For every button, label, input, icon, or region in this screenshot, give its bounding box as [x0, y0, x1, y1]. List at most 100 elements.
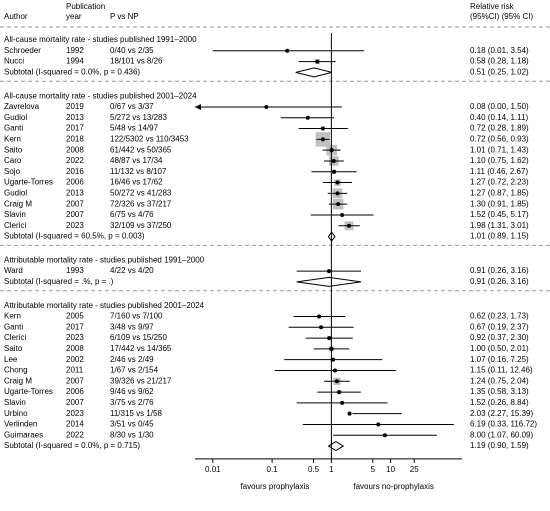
study-events: 17/442 vs 14/365	[110, 344, 172, 353]
point-estimate	[264, 104, 269, 109]
subtotal-label: Subtotal (I-squared = 0.0%, p = 0.715)	[4, 441, 140, 450]
study-effect: 1.30 (0.91, 1.85)	[470, 199, 529, 208]
header-effect: Relative risk	[470, 2, 515, 11]
point-estimate	[340, 400, 345, 405]
subtotal-effect: 0.91 (0.26, 3.16)	[470, 277, 529, 286]
subtotal-diamond	[295, 67, 333, 78]
study-effect: 1.27 (0.87, 1.85)	[470, 188, 529, 197]
study-effect: 8.00 (1.07, 60.09)	[470, 430, 533, 439]
study-author: Kern	[4, 134, 21, 143]
study-author: Slavin	[4, 210, 26, 219]
study-author: Guimaraes	[4, 430, 43, 439]
study-effect: 0.91 (0.26, 3.16)	[470, 266, 529, 275]
study-events: 11/315 vs 1/58	[110, 409, 162, 418]
study-author: Sojo	[4, 167, 21, 176]
study-author: Verlinden	[4, 420, 37, 429]
study-effect: 0.40 (0.14, 1.11)	[470, 113, 528, 122]
study-author: Lee	[4, 355, 18, 364]
point-estimate	[336, 202, 341, 207]
x-tick-label: 25	[410, 465, 419, 474]
study-effect: 1.52 (0.45, 5.17)	[470, 210, 529, 219]
point-estimate	[347, 411, 352, 416]
study-effect: 0.18 (0.01, 3.54)	[470, 46, 529, 55]
header-effect: (95%CI) (95% CI)	[470, 12, 533, 21]
group-title: Attributable mortality rate - studies pu…	[4, 301, 205, 310]
point-estimate	[331, 357, 336, 362]
study-events: 11/132 vs 8/107	[110, 167, 167, 176]
study-author: Nucci	[4, 57, 24, 66]
study-author: Ugarte-Torres	[4, 178, 53, 187]
study-author: Gudiol	[4, 188, 27, 197]
study-author: Kern	[4, 312, 21, 321]
study-effect: 1.27 (0.72, 2.23)	[470, 178, 529, 187]
subtotal-effect: 1.19 (0.90, 1.59)	[470, 441, 529, 450]
study-year: 2016	[66, 167, 84, 176]
study-effect: 1.98 (1.31, 3.01)	[470, 221, 529, 230]
group-title: All-cause mortality rate - studies publi…	[4, 91, 197, 100]
study-effect: 1.15 (0.11, 12.46)	[470, 366, 533, 375]
point-estimate	[285, 48, 290, 53]
study-events: 9/46 vs 9/62	[110, 387, 154, 396]
study-events: 3/51 vs 0/45	[110, 420, 154, 429]
point-estimate	[332, 368, 337, 373]
study-author: Chong	[4, 366, 28, 375]
study-effect: 1.00 (0.50, 2.01)	[470, 344, 529, 353]
point-estimate	[335, 191, 340, 196]
study-events: 3/75 vs 2/76	[110, 398, 154, 407]
point-estimate	[319, 325, 324, 330]
point-estimate	[320, 126, 325, 131]
study-author: Saito	[4, 145, 23, 154]
subtotal-diamond	[327, 440, 345, 452]
x-tick-label: 0.5	[308, 465, 320, 474]
study-events: 1/67 vs 2/154	[110, 366, 159, 375]
point-estimate	[376, 422, 381, 427]
study-effect: 1.52 (0.26, 8.84)	[470, 398, 529, 407]
study-events: 3/48 vs 9/97	[110, 322, 154, 331]
study-events: 8/30 vs 1/30	[110, 430, 154, 439]
point-estimate	[337, 390, 342, 395]
study-author: Craig M	[4, 199, 32, 208]
study-events: 0/67 vs 3/37	[110, 102, 154, 111]
study-effect: 2.03 (2.27, 15.39)	[470, 409, 533, 418]
study-events: 32/109 vs 37/250	[110, 221, 172, 230]
study-effect: 0.67 (0.19, 2.37)	[470, 322, 529, 331]
study-author: Clerici	[4, 333, 26, 342]
study-effect: 1.10 (0.75, 1.62)	[470, 156, 529, 165]
point-estimate	[335, 180, 340, 185]
study-author: Ugarte-Torres	[4, 387, 53, 396]
study-events: 122/5302 vs 110/3453	[110, 134, 189, 143]
point-estimate	[334, 379, 339, 384]
study-events: 2/46 vs 2/49	[110, 355, 154, 364]
point-estimate	[382, 433, 387, 438]
study-author: Ward	[4, 266, 23, 275]
group-title: Attributable mortality rate - studies pu…	[4, 255, 205, 264]
x-tick-label: 0.01	[205, 465, 221, 474]
point-estimate	[305, 115, 310, 120]
study-events: 6/75 vs 4/76	[110, 210, 154, 219]
study-effect: 1.01 (0.71, 1.43)	[470, 145, 529, 154]
study-events: 5/48 vs 14/97	[110, 124, 159, 133]
study-author: Clerici	[4, 221, 26, 230]
study-events: 18/101 vs 8/26	[110, 57, 163, 66]
study-events: 7/160 vs 7/100	[110, 312, 163, 321]
study-year: 2005	[66, 312, 84, 321]
point-estimate	[320, 137, 325, 142]
study-year: 2023	[66, 221, 84, 230]
study-author: Zavrelova	[4, 102, 40, 111]
study-year: 2002	[66, 355, 84, 364]
study-author: Schroeder	[4, 46, 41, 55]
subtotal-label: Subtotal (I-squared = 0.0%, p = 0.436)	[4, 68, 140, 77]
x-tick-label: 10	[386, 465, 395, 474]
x-label-left: favours prophylaxis	[240, 482, 309, 491]
ci-arrow	[195, 103, 201, 110]
study-year: 2022	[66, 430, 84, 439]
header-year: Publication	[66, 2, 105, 11]
study-year: 2017	[66, 322, 84, 331]
study-events: 72/326 vs 37/217	[110, 199, 172, 208]
study-year: 2007	[66, 376, 84, 385]
study-year: 2019	[66, 102, 84, 111]
study-events: 50/272 vs 41/283	[110, 188, 172, 197]
study-year: 2018	[66, 134, 84, 143]
study-effect: 0.72 (0.28, 1.89)	[470, 124, 529, 133]
